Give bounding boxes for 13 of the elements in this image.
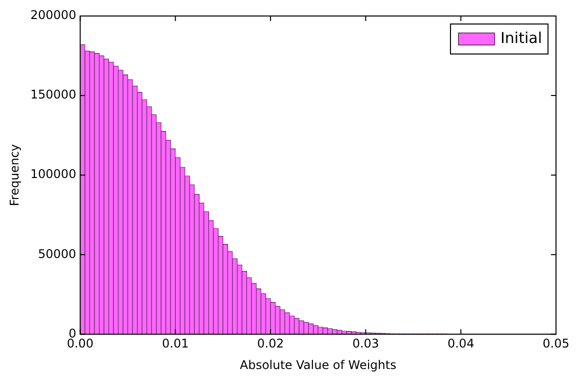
x-tick-label: 0.01 bbox=[162, 336, 189, 351]
x-tick-label: 0.04 bbox=[447, 336, 474, 351]
x-tick-label: 0.03 bbox=[352, 336, 380, 351]
y-tick-label: 150000 bbox=[30, 88, 76, 102]
x-tick-label: 0.02 bbox=[257, 336, 284, 351]
y-tick-label: 200000 bbox=[30, 8, 76, 22]
x-tick-label: 0.05 bbox=[542, 336, 570, 351]
x-tick-label: 0.00 bbox=[66, 336, 94, 351]
y-tick-label: 100000 bbox=[30, 167, 76, 182]
y-axis-title: Frequency bbox=[7, 144, 22, 206]
x-axis-title: Absolute Value of Weights bbox=[240, 358, 396, 372]
y-tick-label: 50000 bbox=[38, 246, 76, 261]
legend-label: Initial bbox=[500, 28, 542, 47]
